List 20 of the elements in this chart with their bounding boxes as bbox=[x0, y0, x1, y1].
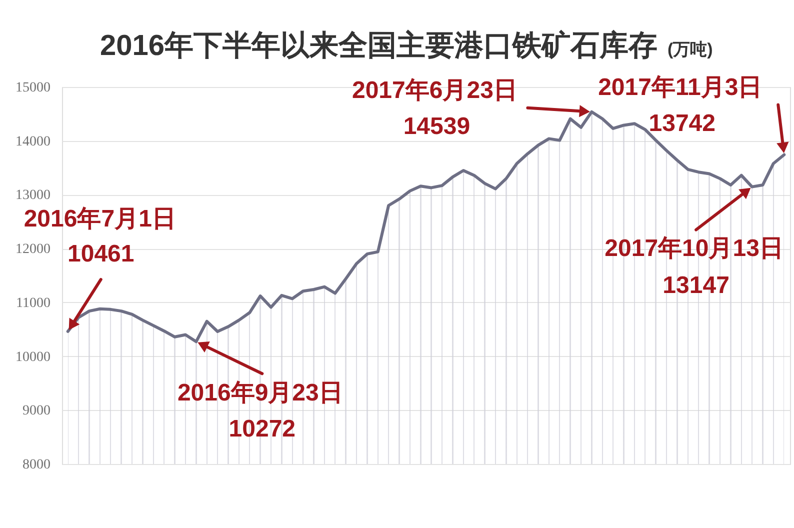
annotation: 2017年11月3日 bbox=[598, 74, 762, 101]
y-tick-label: 11000 bbox=[16, 296, 50, 311]
y-tick-label: 15000 bbox=[16, 80, 50, 96]
y-tick-label: 12000 bbox=[16, 242, 50, 258]
annotation: 2017年6月23日 bbox=[352, 76, 518, 104]
annotation: 10461 bbox=[68, 240, 134, 268]
y-tick-label: 13000 bbox=[16, 188, 50, 204]
chart-title: 2016年下半年以来全国主要港口铁矿石库存 bbox=[100, 29, 658, 62]
y-tick-label: 10000 bbox=[16, 350, 50, 365]
y-tick-label: 9000 bbox=[22, 404, 50, 419]
annotation: 14539 bbox=[403, 112, 470, 140]
annotation: 2016年7月1日 bbox=[24, 205, 176, 232]
y-tick-label: 14000 bbox=[16, 134, 50, 150]
annotation: 13742 bbox=[648, 110, 716, 137]
annotation: 2016年9月23日 bbox=[177, 380, 343, 407]
y-tick-label: 8000 bbox=[22, 458, 50, 472]
annotation: 10272 bbox=[228, 416, 296, 443]
annotation: 2017年10月13日 bbox=[604, 234, 784, 262]
chart-subtitle: (万吨) bbox=[667, 40, 713, 59]
annotation: 13147 bbox=[662, 272, 730, 299]
